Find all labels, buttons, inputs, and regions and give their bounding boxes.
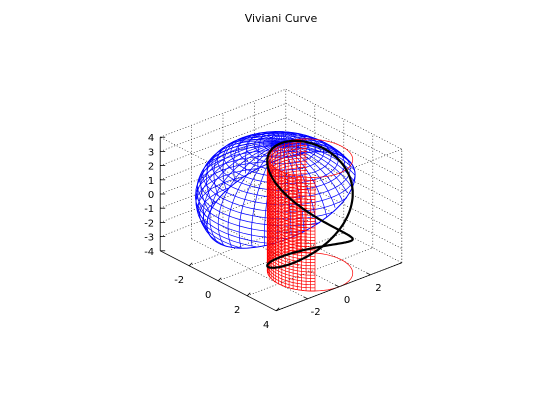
sphere-parallel [197,177,257,248]
z-gridline [285,117,402,178]
x-tick-label: 0 [205,290,211,301]
chart-title: Viviani Curve [245,12,318,25]
curve-path [266,139,354,269]
z-tick-label: 0 [148,190,154,201]
sphere-outline [206,151,356,249]
sphere-meridian [280,142,328,218]
sphere-meridian [203,142,282,239]
sphere-meridian [227,142,282,248]
sphere-parallel [199,187,242,249]
sphere-parallel [195,168,274,244]
cylinder-ring [266,151,315,191]
x-tick-label: 4 [263,320,269,331]
sphere-wireframe [195,131,356,249]
x-tick-mark [217,277,222,282]
sphere-parallel [195,155,305,233]
y-tick-label: 2 [375,283,381,294]
y-gridline [222,226,340,288]
sphere-meridian [209,142,282,243]
sphere-meridian [280,142,317,224]
x-tick-mark [188,262,193,267]
y-tick-mark [303,296,308,300]
cylinder-ring [266,167,315,207]
cylinder-ring [266,160,315,200]
z-tick-label: 1 [148,176,154,187]
z-tick-label: -3 [144,233,154,244]
sphere-parallel [217,133,345,191]
y-tick-mark [334,284,340,288]
y-tick-mark [366,272,371,276]
box-back-edge [160,136,277,198]
x-tick-label: 2 [234,305,240,316]
z-tick-label: 3 [148,147,154,158]
y-gridline [254,214,371,276]
x-tick-label: -2 [174,275,184,286]
box-back-edge [285,88,402,150]
z-tick-label: -1 [144,204,154,215]
axes-box-front [159,136,402,312]
x-tick-mark [275,307,280,312]
sphere-meridian [280,142,336,208]
z-tick-label: 4 [148,133,154,144]
y-tick-label: -2 [311,307,321,318]
sphere-meridian [280,142,348,194]
z-gridline [285,103,402,164]
cylinder-ring [266,157,315,197]
z-tick-label: -2 [144,218,154,229]
tick-labels: 4 3 2 1 0 -1 -2 -3 -4 -2 0 2 4 -2 0 2 [144,133,381,331]
sphere-parallel [211,135,351,199]
y-tick-label: 0 [344,295,350,306]
y-gridline [191,238,308,300]
z-tick-label: -4 [144,247,154,258]
z-tick-label: 2 [148,162,154,173]
viviani-curve [266,139,354,269]
x-tick-mark [246,292,251,297]
sphere-parallel [202,200,227,247]
cylinder-ring [266,154,315,194]
